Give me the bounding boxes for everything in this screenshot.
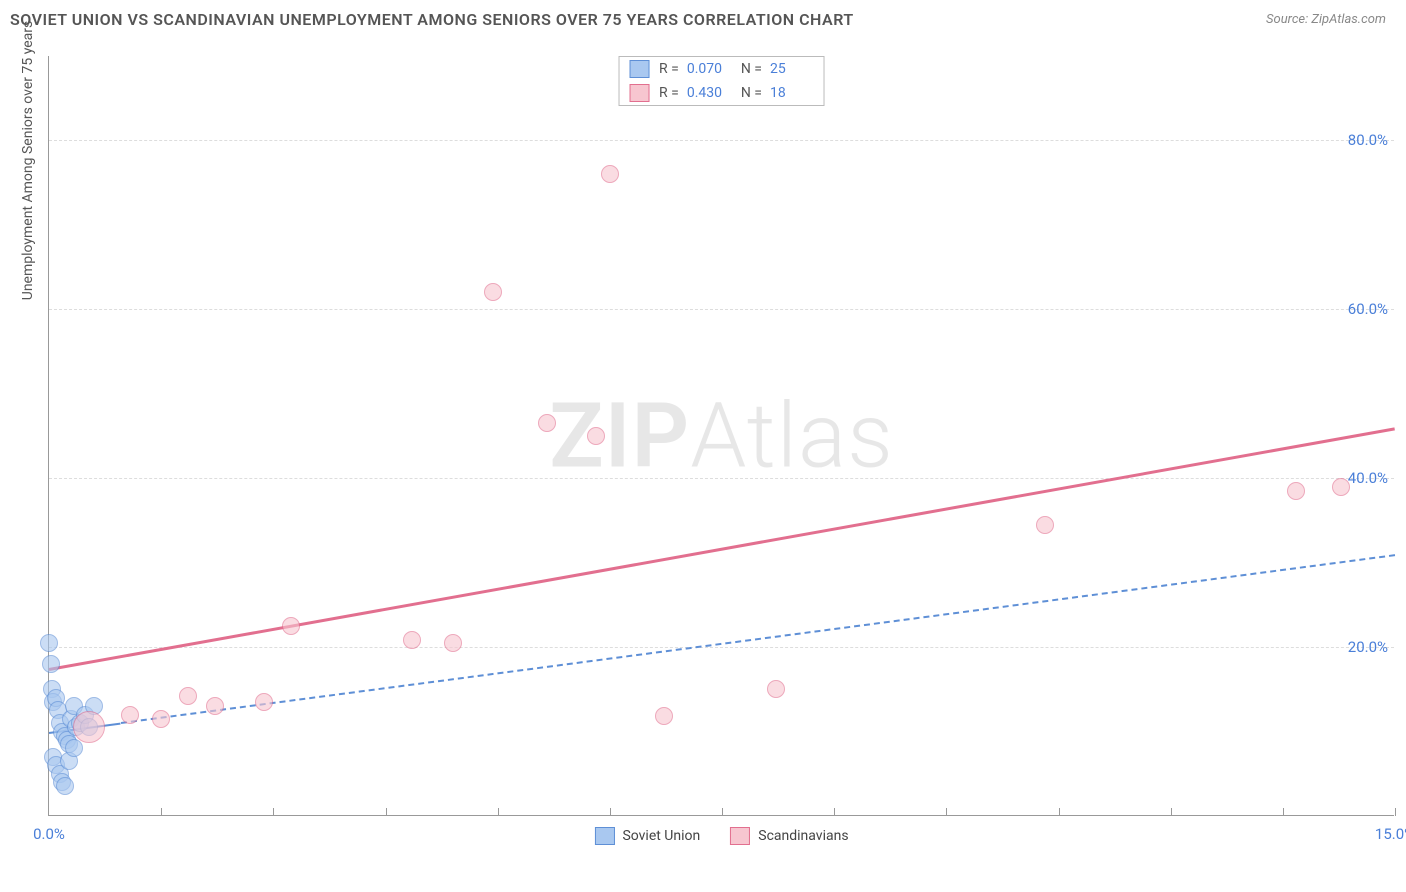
legend-label: Soviet Union <box>622 828 700 844</box>
legend-swatch <box>730 827 750 845</box>
x-tick <box>498 808 499 816</box>
legend-n-value: 25 <box>770 61 814 77</box>
legend-swatch <box>629 84 649 102</box>
legend-row: R = 0.430 N = 18 <box>619 81 824 105</box>
data-point <box>56 777 74 795</box>
x-tick <box>946 808 947 816</box>
correlation-legend: R = 0.070 N = 25 R = 0.430 N = 18 <box>618 56 825 106</box>
legend-r-value: 0.430 <box>687 85 731 101</box>
source-label: Source: ZipAtlas.com <box>1266 12 1386 27</box>
data-point <box>255 693 273 711</box>
trend-line <box>49 428 1396 672</box>
data-point <box>1036 516 1054 534</box>
x-tick <box>386 808 387 816</box>
legend-swatch <box>594 827 614 845</box>
gridline-h <box>49 647 1394 648</box>
x-tick <box>1059 808 1060 816</box>
data-point <box>73 711 105 743</box>
data-point <box>767 680 785 698</box>
legend-r-label: R = <box>659 61 679 77</box>
data-point <box>1287 482 1305 500</box>
title-bar: SOVIET UNION VS SCANDINAVIAN UNEMPLOYMEN… <box>0 0 1406 35</box>
legend-r-value: 0.070 <box>687 61 731 77</box>
series-legend: Soviet Union Scandinavians <box>594 827 848 845</box>
x-tick-label: 0.0% <box>33 825 65 843</box>
x-tick <box>1171 808 1172 816</box>
data-point <box>444 634 462 652</box>
y-tick-label: 80.0% <box>1348 131 1388 149</box>
data-point <box>152 710 170 728</box>
data-point <box>121 706 139 724</box>
data-point <box>40 634 58 652</box>
y-tick-label: 60.0% <box>1348 300 1388 318</box>
data-point <box>206 697 224 715</box>
legend-n-label: N = <box>741 85 762 101</box>
x-tick <box>1283 808 1284 816</box>
x-tick <box>273 808 274 816</box>
chart-title: SOVIET UNION VS SCANDINAVIAN UNEMPLOYMEN… <box>10 10 854 29</box>
gridline-h <box>49 140 1394 141</box>
legend-swatch <box>629 60 649 78</box>
legend-row: R = 0.070 N = 25 <box>619 57 824 81</box>
gridline-h <box>49 478 1394 479</box>
chart-plot-area: ZIPAtlas R =0.070N =25R =0.430N =18 Sovi… <box>48 56 1394 816</box>
y-tick-label: 20.0% <box>1348 638 1388 656</box>
data-point <box>403 631 421 649</box>
legend-n-value: 18 <box>770 85 814 101</box>
data-point <box>538 414 556 432</box>
data-point <box>484 283 502 301</box>
legend-item: Soviet Union <box>594 827 700 845</box>
data-point <box>42 655 60 673</box>
data-point <box>65 739 83 757</box>
x-tick <box>1395 808 1396 816</box>
x-tick <box>161 808 162 816</box>
legend-r-label: R = <box>659 85 679 101</box>
x-tick <box>722 808 723 816</box>
x-tick <box>610 808 611 816</box>
y-axis-label: Unemployment Among Seniors over 75 years <box>20 21 36 301</box>
data-point <box>179 687 197 705</box>
gridline-h <box>49 309 1394 310</box>
x-tick-label: 15.0% <box>1375 825 1406 843</box>
data-point <box>601 165 619 183</box>
y-tick-label: 40.0% <box>1348 469 1388 487</box>
x-tick <box>834 808 835 816</box>
data-point <box>1332 478 1350 496</box>
legend-n-label: N = <box>741 61 762 77</box>
data-point <box>282 617 300 635</box>
trend-line <box>121 554 1395 724</box>
legend-label: Scandinavians <box>758 828 848 844</box>
data-point <box>655 707 673 725</box>
data-point <box>587 427 605 445</box>
legend-item: Scandinavians <box>730 827 848 845</box>
